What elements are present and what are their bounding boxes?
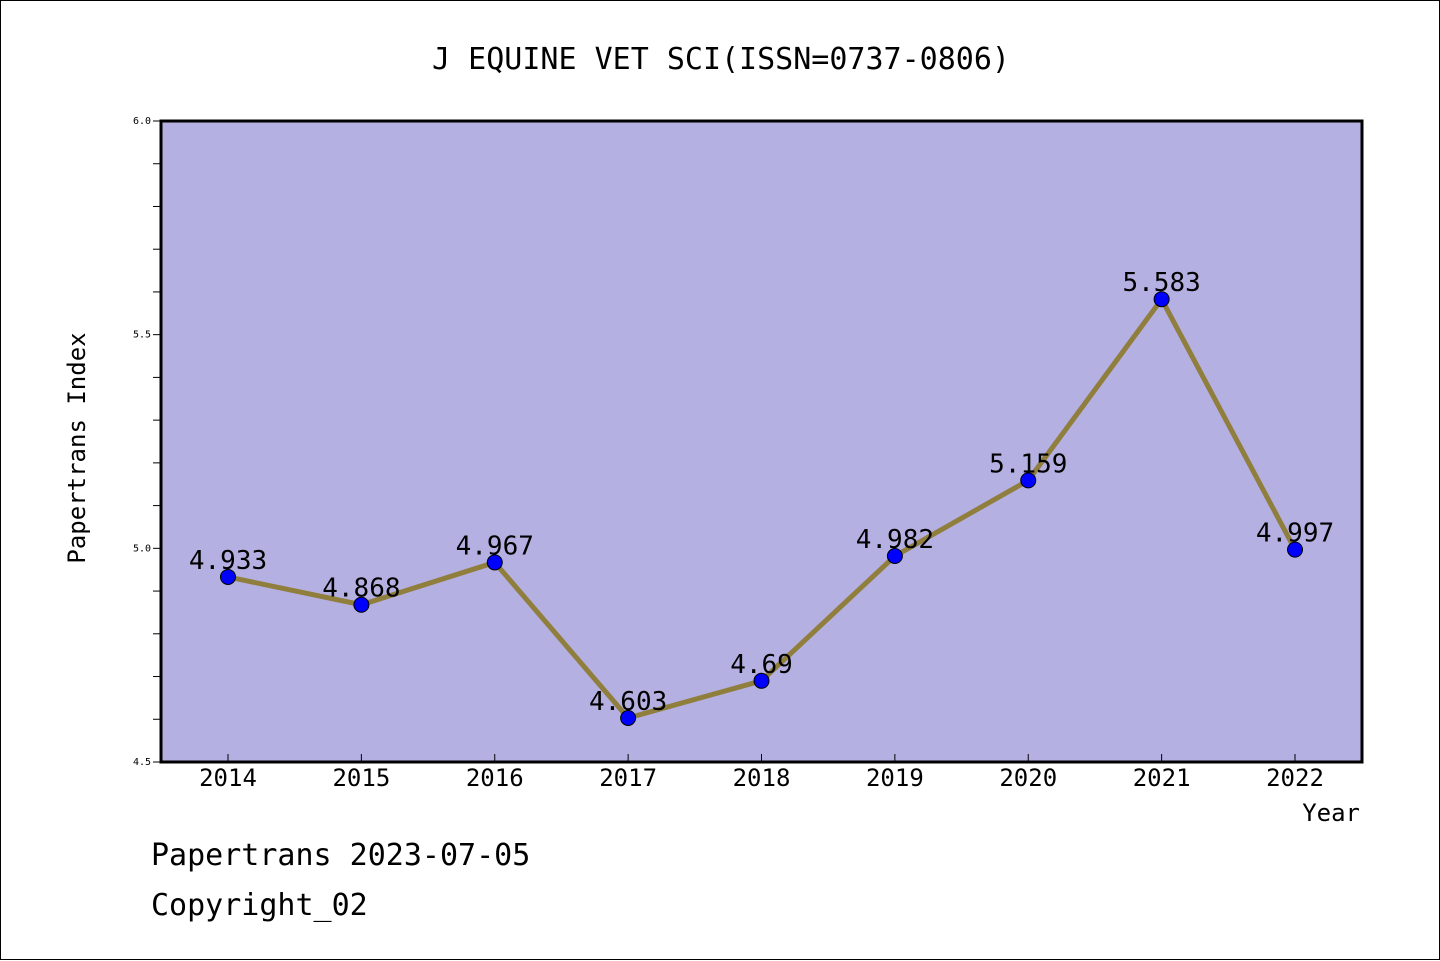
data-point: [753, 672, 770, 689]
footer-date: Papertrans 2023-07-05: [151, 838, 530, 873]
x-tick-label: 2022: [1266, 764, 1324, 792]
data-point: [353, 596, 370, 613]
data-label: 4.69: [730, 650, 793, 680]
data-point: [220, 568, 236, 585]
y-tick-label: 6.0: [133, 116, 151, 127]
x-tick-label: 2018: [733, 764, 791, 792]
data-label: 4.603: [589, 687, 667, 717]
data-labels-group: 4.933 4.868 4.967 4.603 4.69 4.982 5.159 5.583 4…: [189, 268, 1334, 717]
data-point: [1287, 541, 1303, 558]
data-point: [620, 709, 637, 726]
data-label: 4.868: [322, 574, 400, 604]
data-label: 4.967: [456, 531, 534, 561]
x-tick-label: 2021: [1133, 764, 1191, 792]
data-point: [1020, 472, 1037, 489]
x-tick-label: 2019: [866, 764, 924, 792]
x-tick-label: 2016: [466, 764, 524, 792]
plot-area: [159, 119, 1364, 764]
x-tick-label: 2020: [999, 764, 1057, 792]
x-tick-label: 2014: [199, 764, 257, 792]
y-axis: 4.5 5.0 5.5 6.0: [133, 116, 161, 768]
y-tick-label: 5.0: [133, 543, 151, 554]
data-label: 5.583: [1122, 268, 1200, 298]
data-point: [886, 548, 903, 565]
x-axis: 2014 2015 2016 2017 2018 2019 2020 2021 2022: [199, 754, 1324, 792]
data-label: 5.159: [989, 449, 1067, 479]
data-label: 4.933: [189, 546, 267, 576]
data-label: 4.997: [1256, 519, 1334, 549]
data-point: [486, 554, 503, 571]
data-label: 4.982: [856, 525, 934, 555]
y-axis-title: Papertrans Index: [63, 332, 91, 563]
footer-copyright: Copyright_02: [151, 888, 368, 923]
y-tick-label: 5.5: [133, 330, 151, 341]
data-point: [1153, 291, 1170, 308]
y-tick-label: 4.5: [133, 757, 151, 768]
chart-title: J EQUINE VET SCI(ISSN=0737-0806): [432, 42, 1010, 77]
series-group: [220, 291, 1303, 726]
x-axis-title: Year: [1302, 799, 1360, 827]
x-tick-label: 2015: [332, 764, 390, 792]
x-tick-label: 2017: [599, 764, 657, 792]
